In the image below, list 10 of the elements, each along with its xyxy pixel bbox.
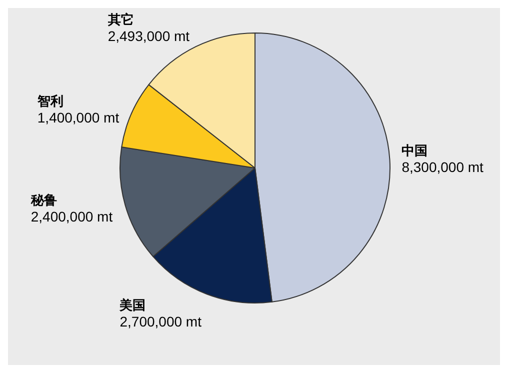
slice-label: 中国 <box>402 142 428 158</box>
data-label: 2,400,000 mt <box>30 208 113 225</box>
data-label: 2,493,000 mt <box>108 28 190 44</box>
slice-label: 美国 <box>118 297 146 312</box>
data-label: 1,400,000 mt <box>37 109 120 126</box>
slice-label: 秘鲁 <box>30 192 57 208</box>
slice-label: 智利 <box>36 93 64 108</box>
data-label: 2,700,000 mt <box>120 313 202 330</box>
data-label: 8,300,000 mt <box>402 158 484 175</box>
slice-label: 其它 <box>106 12 134 27</box>
